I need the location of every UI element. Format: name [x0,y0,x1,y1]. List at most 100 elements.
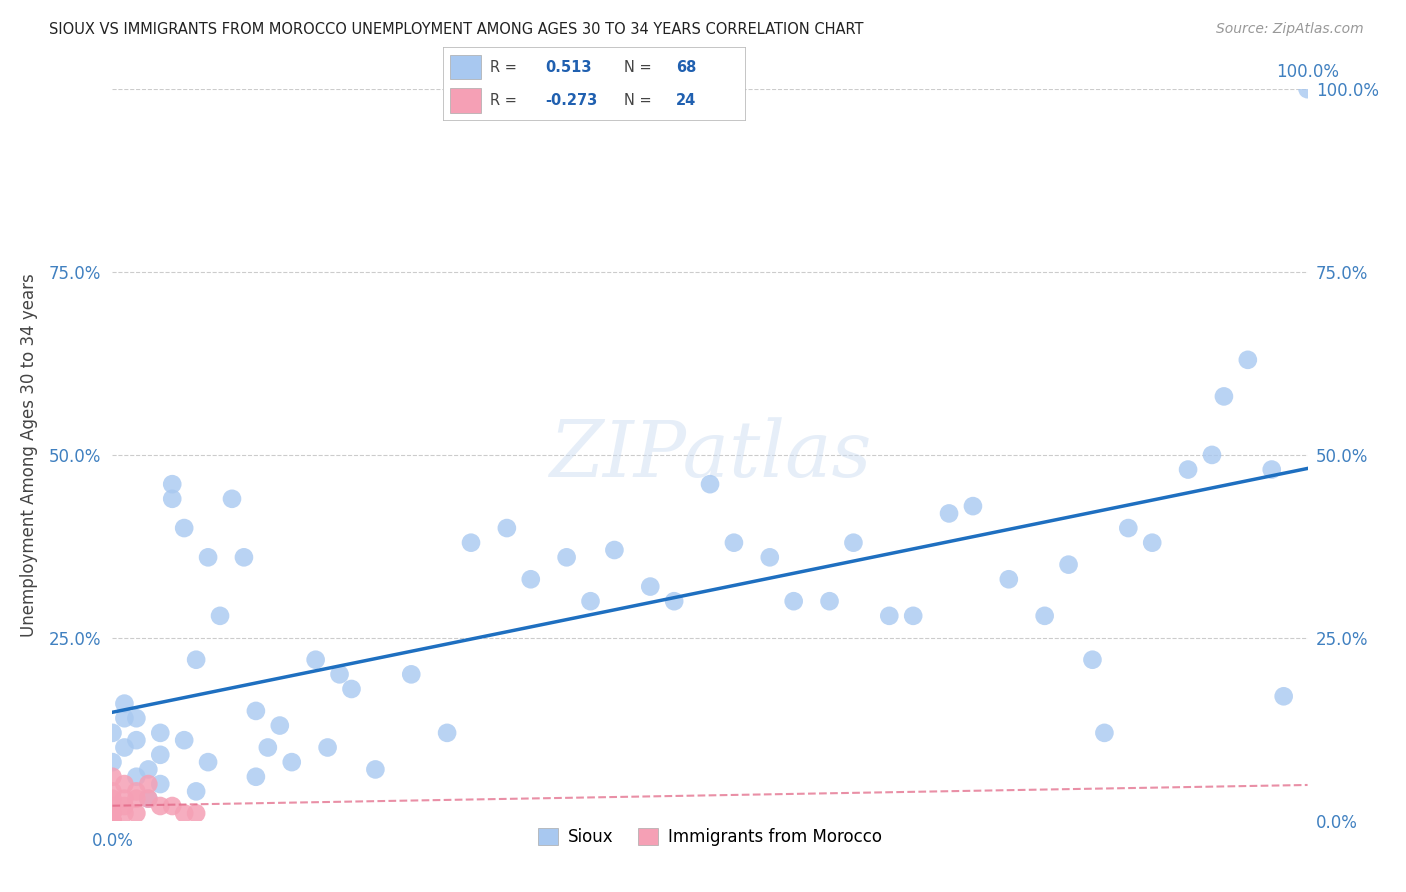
Point [245,770,267,784]
Point [436,726,458,740]
Point [842,535,865,549]
Point [101,814,124,828]
Point [316,740,339,755]
Point [114,740,135,755]
Point [101,784,124,798]
Text: 68: 68 [676,60,696,75]
Point [138,791,160,805]
Point [125,770,148,784]
Text: R =: R = [489,93,516,108]
Point [101,806,124,821]
Point [197,550,219,565]
Text: -0.273: -0.273 [546,93,598,108]
Point [138,763,160,777]
Point [114,697,135,711]
Point [723,535,745,549]
Point [101,814,124,828]
Point [149,799,172,814]
Text: 24: 24 [676,93,696,108]
Point [1177,462,1199,476]
Point [257,740,280,755]
Point [269,718,291,732]
Point [173,521,195,535]
Point [114,791,135,805]
Point [186,653,208,667]
Point [1201,448,1223,462]
Point [101,799,124,814]
Point [305,653,328,667]
Point [1272,690,1295,704]
Point [101,770,124,784]
Point [125,733,148,747]
Point [149,777,172,791]
Point [114,711,135,725]
Point [149,747,172,762]
FancyBboxPatch shape [450,54,481,79]
Y-axis label: Unemployment Among Ages 30 to 34 years: Unemployment Among Ages 30 to 34 years [20,273,38,637]
Point [1094,726,1116,740]
Point [197,755,219,769]
Point [125,806,148,821]
Point [903,608,925,623]
Text: N =: N = [624,60,652,75]
Point [340,681,363,696]
Text: 0.513: 0.513 [546,60,592,75]
Text: R =: R = [489,60,516,75]
Point [640,580,662,594]
Point [782,594,804,608]
Point [101,726,124,740]
Point [364,763,387,777]
Point [879,608,901,623]
Point [162,799,183,814]
Point [1142,535,1164,549]
Point [1118,521,1140,535]
Point [245,704,267,718]
FancyBboxPatch shape [450,88,481,113]
Point [173,733,195,747]
Point [114,799,135,814]
Point [162,477,183,491]
Point [114,777,135,791]
Text: ZIPatlas: ZIPatlas [548,417,872,493]
Point [186,806,208,821]
Text: N =: N = [624,93,652,108]
Point [125,784,148,798]
Point [125,711,148,725]
Point [101,791,124,805]
Point [101,814,124,828]
Point [759,550,782,565]
Point [496,521,519,535]
Point [962,499,984,513]
Point [520,572,543,586]
Point [1296,82,1319,96]
Point [998,572,1021,586]
Point [221,491,243,506]
Point [101,806,124,821]
Point [329,667,352,681]
Point [114,806,135,821]
Point [699,477,721,491]
Text: SIOUX VS IMMIGRANTS FROM MOROCCO UNEMPLOYMENT AMONG AGES 30 TO 34 YEARS CORRELAT: SIOUX VS IMMIGRANTS FROM MOROCCO UNEMPLO… [49,22,863,37]
Point [101,814,124,828]
Point [1057,558,1080,572]
Point [149,726,172,740]
Point [125,791,148,805]
Point [101,814,124,828]
Point [1213,389,1236,403]
Point [162,491,183,506]
Point [186,784,208,798]
Point [938,507,960,521]
Point [401,667,423,681]
Point [233,550,256,565]
Point [281,755,304,769]
Text: Source: ZipAtlas.com: Source: ZipAtlas.com [1216,22,1364,37]
Point [1237,352,1260,367]
Point [138,777,160,791]
Point [209,608,232,623]
Point [460,535,482,549]
Point [1261,462,1284,476]
Point [664,594,686,608]
Point [579,594,602,608]
Point [173,806,195,821]
Point [1033,608,1056,623]
